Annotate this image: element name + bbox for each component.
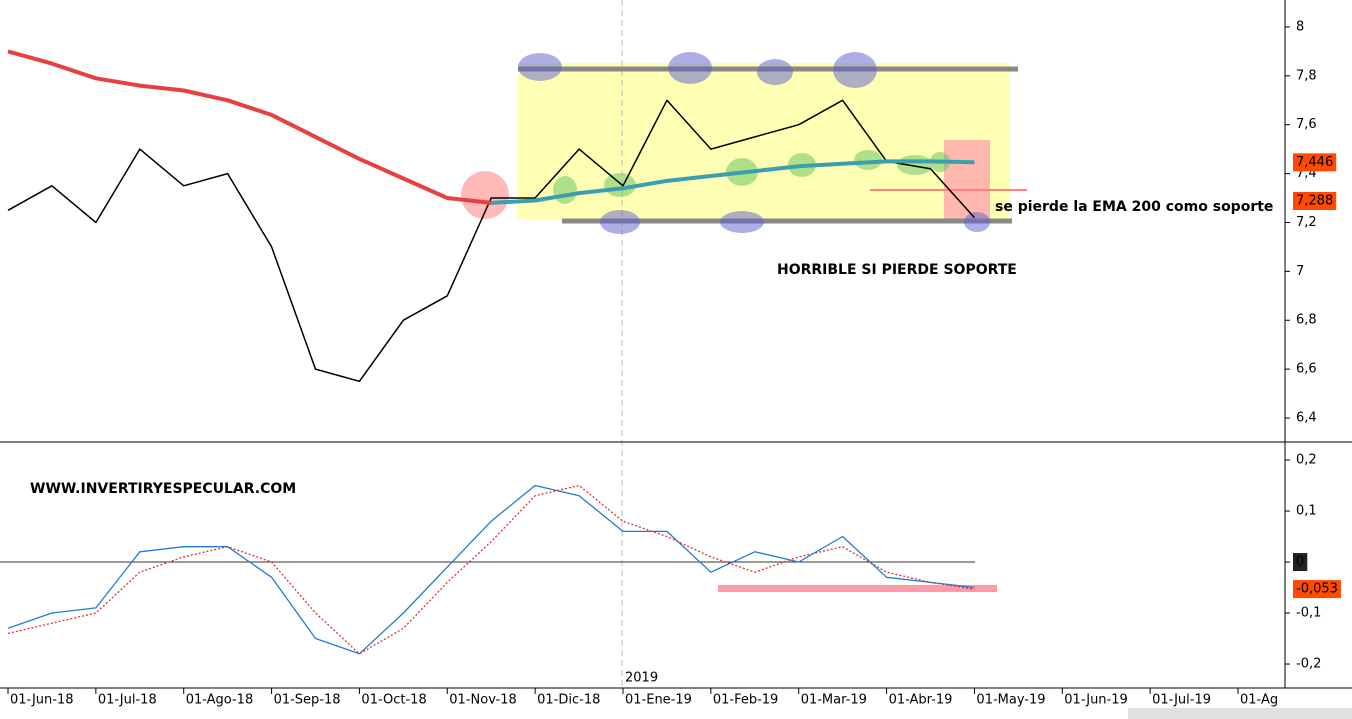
cross-marker [461, 171, 509, 219]
x-tick-label: 01-May-19 [976, 693, 1045, 708]
series-line [7, 99, 975, 383]
value-tag [1293, 153, 1337, 172]
x-tick-label: 01-Ene-19 [625, 693, 692, 708]
break-box [944, 140, 990, 220]
range-box [518, 63, 1010, 220]
y-tick-label: 8 [1296, 19, 1304, 34]
macd-support [718, 585, 997, 592]
value-tag [1293, 191, 1337, 210]
year-label: 2019 [625, 671, 658, 686]
x-tick-label: 01-Ago-18 [186, 693, 254, 708]
value-tag-label: -0,053 [1296, 582, 1338, 597]
value-tag-label: 7,288 [1296, 193, 1333, 208]
x-tick-label: 01-Nov-18 [449, 693, 517, 708]
series-line [7, 484, 975, 655]
x-tick-label: 01-Sep-18 [274, 693, 341, 708]
annotation: se pierde la EMA 200 como soporte [995, 199, 1273, 215]
y-tick-label: 0,2 [1296, 453, 1317, 468]
value-tag-label: 0 [1296, 555, 1304, 570]
x-tick-label: 01-Mar-19 [801, 693, 867, 708]
series-line [7, 484, 975, 655]
plot-layer: 87,87,67,47,276,86,66,47,4467,2880,20,10… [0, 19, 1341, 708]
value-tag-label: 7,446 [1296, 155, 1333, 170]
y-tick-label: 7,8 [1296, 68, 1317, 83]
annotation: WWW.INVERTIRYESPECULAR.COM [30, 481, 296, 497]
x-tick-label: 01-Feb-19 [713, 693, 778, 708]
y-tick-label: 6,8 [1296, 313, 1317, 328]
y-tick-label: 7,2 [1296, 215, 1317, 230]
y-tick-label: 7,6 [1296, 117, 1317, 132]
x-tick-label: 01-Abr-19 [889, 693, 953, 708]
y-tick-label: 6,4 [1296, 411, 1317, 426]
y-tick-label: -0,1 [1296, 606, 1321, 621]
y-tick-label: 0,1 [1296, 504, 1317, 519]
value-tag [1293, 553, 1308, 572]
y-tick-label: 6,6 [1296, 362, 1317, 377]
x-tick-label: 01-Jul-19 [1152, 693, 1211, 708]
annotation: HORRIBLE SI PIERDE SOPORTE [777, 262, 1017, 278]
series-line [7, 49, 492, 205]
scrollbar[interactable] [1128, 708, 1352, 719]
y-tick-label: -0,2 [1296, 657, 1321, 672]
x-tick-label: 01-Ag [1240, 693, 1278, 708]
touch-markers [518, 52, 990, 234]
x-tick-label: 01-Jul-18 [98, 693, 157, 708]
x-tick-label: 01-Jun-18 [10, 693, 74, 708]
x-tick-label: 01-Dic-18 [537, 693, 600, 708]
x-tick-label: 01-Jun-19 [1064, 693, 1128, 708]
series-line [491, 159, 975, 205]
x-tick-label: 01-Oct-18 [361, 693, 426, 708]
y-tick-label: 7 [1296, 264, 1304, 279]
value-tag [1293, 580, 1341, 599]
